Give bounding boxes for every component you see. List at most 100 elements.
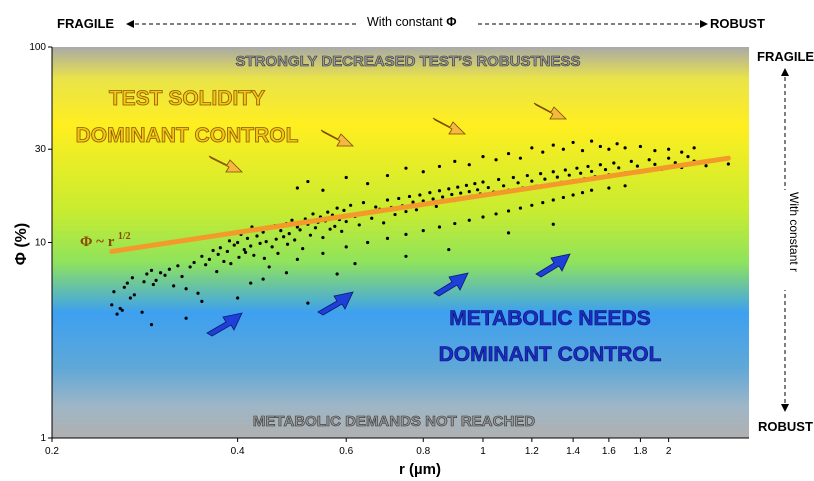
scatter-point	[404, 166, 408, 170]
scatter-point	[282, 235, 286, 239]
solidity-label-line1: TEST SOLIDITY	[109, 87, 265, 110]
scatter-point	[414, 208, 419, 212]
scatter-point	[494, 158, 498, 162]
x-tick-label: 0.6	[339, 446, 353, 457]
scatter-point	[551, 222, 555, 226]
scatter-point	[497, 177, 501, 182]
x-ticks: 0.2 0.4 0.6 0.8 1 1.2 1.4 1.6 1.8 2	[45, 438, 672, 457]
scatter-point	[313, 226, 318, 230]
scatter-point	[285, 242, 290, 246]
scatter-point	[580, 149, 585, 153]
scatter-point	[589, 169, 594, 174]
scatter-point	[404, 209, 408, 214]
scatter-point	[211, 248, 215, 253]
scatter-point	[293, 238, 297, 242]
scatter-point	[249, 281, 253, 285]
scatter-point	[326, 210, 330, 214]
scatter-point	[222, 259, 226, 264]
scatter-point	[635, 164, 640, 168]
y-axis-label: Φ (%)	[13, 223, 30, 265]
scatter-point	[229, 261, 233, 266]
scatter-point	[467, 190, 471, 194]
orange-arrow-1	[208, 155, 243, 173]
scatter-point	[404, 254, 408, 258]
scatter-point	[295, 257, 299, 261]
scatter-point	[518, 206, 523, 210]
scatter-point	[207, 257, 212, 261]
metabolic-label-line1: METABOLIC NEEDS	[449, 307, 650, 330]
scatter-point	[486, 185, 490, 190]
blue-arrow-4	[535, 253, 571, 278]
top-center-label-bg	[357, 11, 475, 31]
top-fragile-label: FRAGILE	[57, 16, 114, 31]
x-tick-label: 2	[666, 446, 672, 457]
scatter-point	[295, 225, 299, 229]
scatter-point	[287, 232, 291, 236]
x-tick-label: 1.4	[566, 446, 580, 457]
scatter-point	[551, 198, 555, 202]
top-center-label: With constant Φ	[367, 15, 456, 29]
scatter-point	[262, 256, 266, 260]
metabolic-label-line2: DOMINANT CONTROL	[439, 343, 662, 366]
scatter-point	[623, 184, 627, 188]
x-tick-label: 1	[480, 446, 486, 457]
scatter-point	[385, 198, 390, 202]
scatter-point	[567, 173, 571, 177]
scatter-point	[598, 163, 602, 167]
scatter-point	[525, 173, 529, 178]
scatter-point	[122, 285, 126, 289]
scatter-point	[607, 186, 611, 190]
scatter-point	[115, 312, 119, 316]
top-robust-label: ROBUST	[710, 16, 765, 31]
scatter-point	[279, 229, 283, 233]
scatter-point	[530, 146, 534, 150]
scatter-point	[617, 166, 621, 170]
x-tick-label: 1.2	[525, 446, 539, 457]
scatter-point	[255, 234, 259, 238]
scatter-point	[518, 156, 523, 160]
scatter-point	[555, 175, 559, 179]
scatter-point	[200, 299, 204, 303]
scatter-point	[686, 155, 690, 159]
scatter-point	[184, 316, 188, 320]
scatter-point	[571, 140, 575, 145]
scatter-point	[421, 229, 425, 233]
scatter-point	[149, 323, 154, 327]
scatter-point	[237, 255, 241, 259]
right-center-label: With constant r	[787, 192, 801, 272]
y-tick-label: 1	[40, 433, 46, 444]
scatter-point	[543, 177, 547, 181]
scatter-point	[301, 247, 305, 251]
scatter-point	[118, 306, 122, 311]
scatter-point	[321, 251, 325, 255]
scatter-point	[252, 253, 256, 257]
scatter-point	[196, 291, 200, 295]
scatter-point	[431, 197, 435, 201]
scatter-point	[450, 192, 454, 197]
scatter-point	[603, 167, 608, 172]
scatter-point	[321, 188, 325, 192]
scatter-point	[407, 194, 412, 199]
scatter-point	[308, 233, 313, 237]
scatter-point	[481, 180, 485, 184]
scatter-point	[623, 146, 627, 150]
scatter-point	[393, 212, 397, 217]
scatter-point	[261, 277, 265, 281]
scatter-point	[453, 159, 457, 163]
scatter-point	[236, 296, 240, 300]
scatter-point	[441, 195, 445, 199]
orange-arrows	[208, 102, 567, 173]
scatter-point	[612, 161, 616, 165]
scatter-point	[589, 139, 594, 143]
scatter-point	[374, 205, 378, 209]
scatter-point	[680, 150, 684, 154]
y-ticks: 1 10 30 100	[29, 42, 52, 444]
scatter-point	[467, 163, 471, 167]
scatter-point	[204, 263, 208, 267]
y-tick-label: 10	[35, 238, 47, 249]
scatter-point	[227, 239, 232, 243]
orange-arrow-4	[533, 102, 567, 120]
scatter-point	[188, 265, 192, 269]
scatter-point	[112, 290, 116, 294]
